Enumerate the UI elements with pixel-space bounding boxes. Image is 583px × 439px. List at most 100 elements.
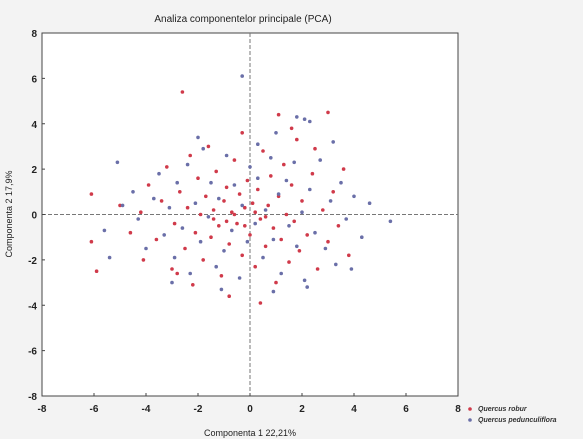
data-points bbox=[89, 74, 393, 305]
legend-label-quercus-robur: Quercus robur bbox=[478, 406, 528, 413]
data-point bbox=[217, 224, 221, 228]
data-point bbox=[136, 217, 140, 221]
data-point bbox=[175, 271, 179, 276]
data-point bbox=[328, 199, 333, 203]
data-point bbox=[240, 203, 244, 208]
data-point bbox=[331, 190, 336, 194]
x-tick-label: 4 bbox=[351, 404, 357, 415]
y-tick-label: 8 bbox=[31, 29, 37, 40]
data-point bbox=[269, 156, 273, 160]
data-point bbox=[302, 278, 307, 283]
data-point bbox=[271, 289, 276, 294]
x-tick-label: 8 bbox=[455, 404, 461, 415]
data-point bbox=[232, 212, 237, 217]
data-point bbox=[352, 194, 356, 199]
data-point bbox=[292, 219, 297, 224]
data-point bbox=[248, 165, 252, 169]
x-tick-label: 6 bbox=[403, 404, 409, 415]
data-point bbox=[308, 187, 312, 192]
y-tick-label: -6 bbox=[28, 347, 37, 358]
data-point bbox=[214, 169, 218, 174]
data-point bbox=[245, 239, 250, 244]
data-point bbox=[118, 203, 122, 208]
data-point bbox=[230, 228, 234, 233]
data-point bbox=[128, 230, 133, 235]
data-point bbox=[292, 160, 297, 165]
data-point bbox=[302, 117, 307, 121]
data-point bbox=[232, 158, 237, 162]
x-tick-label: -2 bbox=[194, 404, 203, 415]
data-point bbox=[237, 192, 242, 196]
data-point bbox=[139, 210, 143, 214]
data-point bbox=[170, 280, 174, 285]
data-point bbox=[300, 210, 304, 214]
data-point bbox=[279, 237, 284, 242]
y-tick-label: -4 bbox=[28, 301, 37, 312]
x-tick-label: 0 bbox=[247, 404, 253, 415]
data-point bbox=[360, 235, 364, 239]
data-point bbox=[219, 287, 224, 292]
data-point bbox=[183, 246, 187, 251]
data-point bbox=[255, 142, 260, 146]
data-point bbox=[295, 137, 299, 142]
data-point bbox=[198, 239, 203, 244]
data-point bbox=[388, 219, 393, 224]
data-point bbox=[274, 280, 278, 285]
data-point bbox=[341, 167, 346, 171]
data-point bbox=[336, 224, 341, 228]
data-point bbox=[250, 201, 255, 205]
data-point bbox=[305, 233, 310, 237]
data-point bbox=[172, 255, 177, 260]
data-point bbox=[159, 199, 164, 203]
data-point bbox=[224, 153, 229, 158]
data-point bbox=[347, 253, 351, 258]
data-point bbox=[339, 180, 343, 185]
data-point bbox=[167, 205, 172, 210]
data-point bbox=[146, 183, 151, 187]
data-point bbox=[287, 260, 291, 264]
data-point bbox=[89, 192, 94, 196]
series-quercus-robur bbox=[89, 90, 351, 305]
data-point bbox=[276, 112, 281, 117]
x-tick-label: -8 bbox=[38, 404, 47, 415]
legend-marker-quercus-pedunculiflora bbox=[468, 418, 472, 422]
data-point bbox=[258, 217, 263, 221]
data-point bbox=[310, 171, 315, 176]
data-point bbox=[240, 74, 244, 78]
data-point bbox=[253, 264, 257, 269]
data-point bbox=[180, 226, 185, 230]
data-point bbox=[331, 140, 336, 144]
data-point bbox=[300, 199, 304, 203]
data-point bbox=[289, 126, 294, 131]
data-point bbox=[201, 258, 205, 262]
data-point bbox=[245, 178, 250, 183]
data-point bbox=[94, 269, 99, 274]
x-tick-label: 2 bbox=[299, 404, 305, 415]
data-point bbox=[261, 255, 265, 260]
data-point bbox=[305, 285, 310, 289]
data-point bbox=[222, 249, 226, 253]
data-point bbox=[185, 162, 190, 167]
data-point bbox=[323, 246, 328, 251]
data-point bbox=[175, 180, 179, 185]
data-point bbox=[289, 183, 294, 187]
y-tick-label: 0 bbox=[31, 211, 37, 222]
data-point bbox=[120, 203, 125, 208]
data-point bbox=[170, 267, 174, 271]
data-point bbox=[152, 196, 156, 201]
data-point bbox=[89, 239, 94, 244]
data-point bbox=[193, 230, 198, 235]
data-point bbox=[172, 221, 177, 226]
data-point bbox=[224, 185, 229, 190]
data-point bbox=[180, 90, 185, 94]
data-point bbox=[295, 244, 299, 249]
data-point bbox=[198, 212, 203, 217]
data-point bbox=[144, 246, 148, 251]
data-point bbox=[211, 208, 216, 212]
x-tick-label: -6 bbox=[90, 404, 99, 415]
data-point bbox=[107, 255, 112, 260]
data-point bbox=[284, 212, 289, 217]
data-point bbox=[318, 158, 323, 162]
data-point bbox=[162, 233, 166, 237]
data-point bbox=[282, 162, 286, 167]
